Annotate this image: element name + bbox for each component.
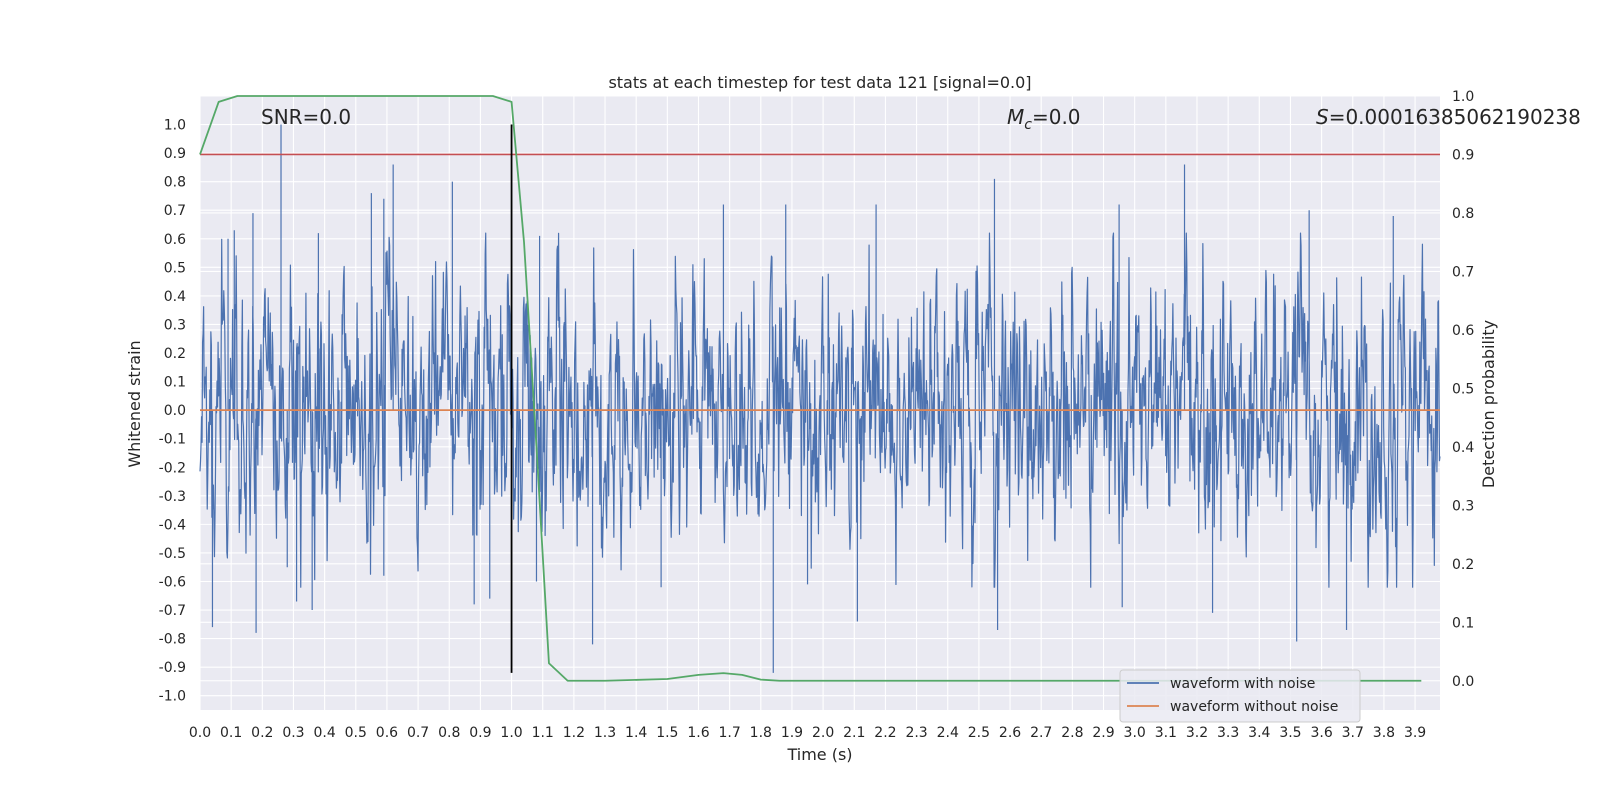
- plot-area: [199, 95, 1441, 682]
- x-tick-label: 1.3: [594, 725, 616, 741]
- y-left-tick-label: 0.8: [164, 175, 186, 191]
- x-tick-label: 1.1: [532, 725, 554, 741]
- annotation-s: S=0.00016385062190238: [1316, 105, 1581, 129]
- x-tick-label: 3.6: [1310, 725, 1332, 741]
- y-right-tick-label: 0.0: [1452, 674, 1474, 690]
- y-left-tick-label: 0.0: [164, 403, 186, 419]
- annotation-s-value: =0.00016385062190238: [1329, 105, 1581, 129]
- y-left-tick-label: -0.9: [159, 660, 186, 676]
- annotation-snr: SNR=0.0: [261, 105, 351, 129]
- x-tick-label: 3.9: [1404, 725, 1426, 741]
- y-axis-left-label: Whitened strain: [125, 340, 144, 467]
- annotation-s-symbol: S: [1316, 105, 1329, 129]
- y-left-tick-label: 0.6: [164, 232, 186, 248]
- x-tick-label: 3.0: [1124, 725, 1146, 741]
- x-tick-label: 1.8: [750, 725, 772, 741]
- x-axis-ticks: 0.0 0.1 0.2 0.3 0.4 0.5 0.6 0.7 0.8 0.9 1.0 1.1 1.2 1…: [189, 725, 1426, 741]
- x-tick-label: 3.2: [1186, 725, 1208, 741]
- y-left-tick-label: -0.2: [159, 460, 186, 476]
- annotation-mc-sub: c: [1024, 117, 1032, 133]
- x-tick-label: 1.5: [656, 725, 678, 741]
- y-right-tick-label: 0.4: [1452, 440, 1474, 456]
- series-waveform-with-noise: [199, 124, 1441, 673]
- y-axis-right-label: Detection probability: [1479, 320, 1498, 488]
- x-tick-label: 1.9: [781, 725, 803, 741]
- x-tick-label: 0.1: [220, 725, 242, 741]
- x-tick-label: 3.7: [1342, 725, 1364, 741]
- y-left-tick-label: 0.3: [164, 317, 186, 333]
- x-tick-label: 3.5: [1279, 725, 1301, 741]
- y-right-tick-label: 0.6: [1452, 323, 1474, 339]
- y-left-tick-label: 0.7: [164, 203, 186, 219]
- x-tick-label: 2.4: [937, 725, 959, 741]
- x-tick-label: 3.4: [1248, 725, 1270, 741]
- legend-box: [1119, 669, 1361, 723]
- x-tick-label: 2.5: [968, 725, 990, 741]
- x-tick-label: 0.8: [438, 725, 460, 741]
- x-tick-label: 0.4: [313, 725, 335, 741]
- x-tick-label: 2.2: [874, 725, 896, 741]
- x-tick-label: 0.6: [376, 725, 398, 741]
- y-left-tick-label: -0.8: [159, 632, 186, 648]
- legend-label-clean: waveform without noise: [1170, 699, 1338, 715]
- x-axis-label: Time (s): [786, 745, 852, 764]
- x-tick-label: 2.0: [812, 725, 834, 741]
- x-tick-label: 0.3: [282, 725, 304, 741]
- y-axis-left-ticks: 1.0 0.9 0.8 0.7 0.6 0.5 0.4 0.3 0.2 0.1 0.0 -0.1 -0.…: [159, 118, 186, 705]
- x-tick-label: 0.5: [345, 725, 367, 741]
- y-right-tick-label: 1.0: [1452, 89, 1474, 105]
- detection-probability-line: [199, 95, 1422, 682]
- x-tick-label: 2.1: [843, 725, 865, 741]
- x-tick-label: 1.2: [563, 725, 585, 741]
- y-left-tick-label: 0.4: [164, 289, 186, 305]
- x-tick-label: 2.9: [1092, 725, 1114, 741]
- series-lines: [199, 95, 1440, 682]
- x-tick-label: 1.7: [719, 725, 741, 741]
- y-left-tick-label: -0.5: [159, 546, 186, 562]
- y-right-tick-label: 0.7: [1452, 264, 1474, 280]
- waveform-with-noise-line: [199, 124, 1441, 673]
- y-right-tick-label: 0.1: [1452, 615, 1474, 631]
- legend-label-noise: waveform with noise: [1170, 676, 1315, 692]
- y-right-tick-label: 0.8: [1452, 206, 1474, 222]
- y-left-tick-label: 1.0: [164, 118, 186, 134]
- x-tick-label: 1.0: [500, 725, 522, 741]
- legend: waveform with noise waveform without noi…: [1119, 669, 1361, 723]
- y-left-tick-label: -0.3: [159, 489, 186, 505]
- x-tick-label: 0.0: [189, 725, 211, 741]
- x-tick-label: 2.6: [999, 725, 1021, 741]
- x-tick-label: 0.7: [407, 725, 429, 741]
- x-tick-label: 3.8: [1373, 725, 1395, 741]
- y-left-tick-label: 0.5: [164, 260, 186, 276]
- x-tick-label: 3.1: [1155, 725, 1177, 741]
- x-tick-label: 2.8: [1061, 725, 1083, 741]
- x-tick-label: 0.2: [251, 725, 273, 741]
- y-right-tick-label: 0.3: [1452, 498, 1474, 514]
- x-tick-label: 1.4: [625, 725, 647, 741]
- annotation-mc-value: =0.0: [1032, 105, 1081, 129]
- y-left-tick-label: 0.1: [164, 375, 186, 391]
- y-right-tick-label: 0.2: [1452, 557, 1474, 573]
- annotation-mc-symbol: M: [1007, 105, 1024, 129]
- y-right-tick-label: 0.5: [1452, 381, 1474, 397]
- y-left-tick-label: -0.7: [159, 603, 186, 619]
- y-right-tick-label: 0.9: [1452, 147, 1474, 163]
- x-tick-label: 2.3: [905, 725, 927, 741]
- x-tick-label: 2.7: [1030, 725, 1052, 741]
- x-tick-label: 3.3: [1217, 725, 1239, 741]
- annotation-chirp-mass: Mc=0.0: [1007, 105, 1081, 133]
- y-left-tick-label: -0.6: [159, 574, 186, 590]
- y-left-tick-label: 0.9: [164, 146, 186, 162]
- x-tick-label: 0.9: [469, 725, 491, 741]
- y-axis-right-ticks: 1.0 0.9 0.8 0.7 0.6 0.5 0.4 0.3 0.2 0.1 0.0: [1452, 89, 1474, 690]
- y-left-tick-label: -1.0: [159, 689, 186, 705]
- y-left-tick-label: 0.2: [164, 346, 186, 362]
- chart-title: stats at each timestep for test data 121…: [608, 73, 1031, 92]
- y-left-tick-label: -0.1: [159, 432, 186, 448]
- y-left-tick-label: -0.4: [159, 517, 186, 533]
- x-tick-label: 1.6: [687, 725, 709, 741]
